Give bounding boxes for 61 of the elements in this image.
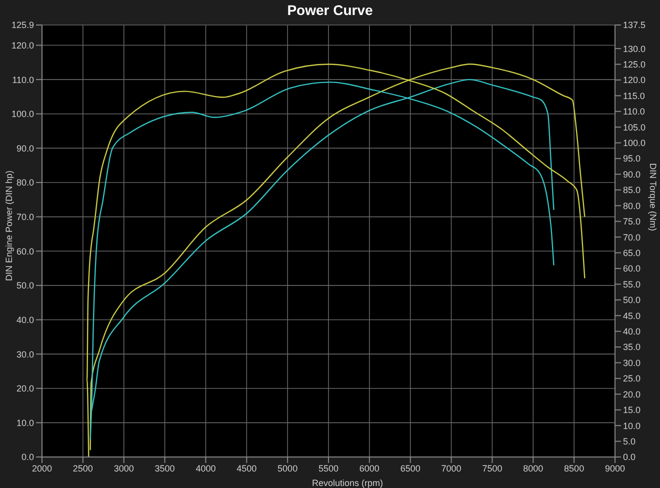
y-tick-label: 80.0 [16,178,34,188]
y2-tick-label: 50.0 [623,295,641,306]
chart-title: Power Curve [286,1,374,20]
y-tick-label: 30.0 [16,349,34,360]
y-tick-label: 50.0 [16,280,34,291]
x-tick-label: 6500 [400,463,420,474]
x-tick-label: 3500 [154,463,175,474]
x-tick-label: 7500 [482,463,502,474]
x-tick-label: 2000 [32,463,52,474]
y2-tick-label: 0.0 [623,452,636,462]
y-tick-label: 10.0 [16,418,34,428]
y2-tick-label: 25.0 [623,374,641,384]
y2-tick-label: 60.0 [623,264,641,274]
x-tick-label: 8500 [564,463,584,474]
y-tick-label: 90.0 [16,143,34,154]
y-tick-label: 60.0 [16,246,34,256]
y2-tick-label: 80.0 [623,200,641,211]
x-tick-label: 2500 [72,463,93,474]
y2-tick-label: 45.0 [623,310,641,321]
x-tick-label: 4500 [236,463,257,474]
y2-tick-label: 110.0 [623,106,645,117]
y2-tick-label: 75.0 [623,216,641,227]
y2-tick-label: 85.0 [623,185,641,196]
y-tick-label: 40.0 [16,314,34,325]
y2-tick-label: 35.0 [623,342,641,352]
y2-axis-title: DIN Torque (Nm) [648,163,658,231]
y2-tick-label: 115.0 [623,90,645,101]
y2-tick-label: 5.0 [623,436,636,446]
y2-tick-label: 105.0 [623,122,646,132]
x-tick-label: 9000 [604,463,626,474]
y-tick-label: 0.0 [21,452,34,462]
x-tick-label: 5500 [318,463,339,474]
y-tick-label: 70.0 [16,212,34,222]
y2-tick-label: 90.0 [623,169,641,180]
y2-tick-label: 20.0 [623,389,641,400]
y2-tick-label: 137.5 [623,20,646,30]
y2-tick-label: 125.0 [623,59,646,70]
y-tick-label: 125.9 [11,20,34,30]
y2-tick-label: 10.0 [623,420,641,431]
x-axis-title: Revolutions (rpm) [312,478,383,488]
y2-tick-label: 95.0 [623,154,641,164]
y-tick-label: 110.0 [12,74,34,85]
x-tick-label: 7000 [441,463,462,474]
y2-tick-label: 30.0 [623,358,641,368]
y-tick-label: 20.0 [16,384,34,394]
x-tick-label: 6000 [359,463,380,474]
x-tick-label: 5000 [278,463,298,474]
y-axis-title: DIN Engine Power (DIN hp) [4,170,14,281]
y-tick-label: 100.0 [11,109,34,120]
y2-tick-label: 70.0 [623,232,641,242]
y-tick-label: 120.0 [11,40,34,50]
y2-tick-label: 65.0 [623,248,641,258]
y2-tick-label: 40.0 [623,326,641,337]
x-tick-label: 3000 [114,463,134,474]
x-tick-label: 8000 [523,463,544,474]
y2-tick-label: 100.0 [623,138,646,148]
y2-tick-label: 55.0 [623,279,641,290]
y2-tick-label: 130.0 [623,44,646,54]
y2-tick-label: 15.0 [623,405,641,416]
x-tick-label: 4000 [196,463,216,474]
y2-tick-label: 120.0 [623,75,646,86]
